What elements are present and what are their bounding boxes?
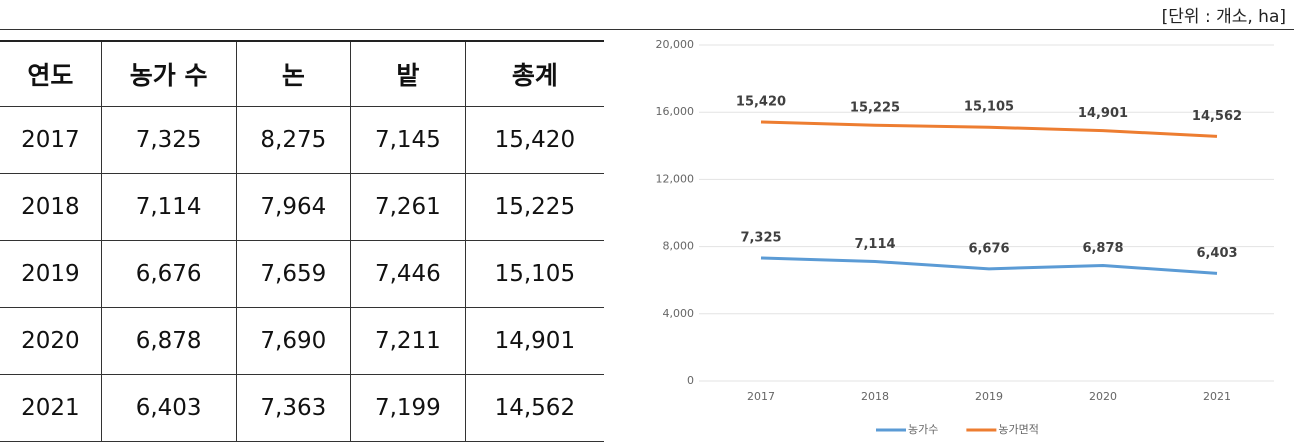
cell: 7,199: [350, 374, 466, 442]
table-body: 2017 7,325 8,275 7,145 15,420 2018 7,114 7,964 7…: [0, 106, 604, 442]
cell: 14,901: [464, 307, 604, 375]
cell: 7,659: [235, 240, 351, 308]
legend-label: 농가면적: [998, 423, 1038, 436]
x-tick-label: 2018: [861, 390, 889, 403]
data-label: 15,225: [850, 101, 900, 116]
data-label: 15,420: [736, 94, 786, 109]
data-label: 7,325: [740, 230, 781, 245]
y-tick-label: 20,000: [656, 38, 695, 51]
legend-label: 농가수: [908, 423, 938, 436]
cell: 8,275: [235, 106, 351, 174]
y-tick-label: 8,000: [663, 240, 695, 253]
x-tick-label: 2017: [747, 390, 775, 403]
cell: 2018: [0, 173, 102, 241]
cell: 7,964: [235, 173, 351, 241]
data-table: 연도 농가 수 논 밭 총계 2017 7,325 8,275 7,145 15,420 2018 7…: [0, 40, 604, 442]
cell: 7,446: [350, 240, 466, 308]
table-row: 2018 7,114 7,964 7,261 15,225: [0, 173, 604, 241]
data-label: 15,105: [964, 100, 1014, 115]
table-row: 2017 7,325 8,275 7,145 15,420: [0, 106, 604, 174]
data-label: 14,901: [1078, 106, 1128, 121]
series-line: [760, 120, 1218, 138]
cell: 14,562: [464, 374, 604, 442]
data-label: 7,114: [854, 237, 895, 252]
cell: 6,676: [100, 240, 237, 308]
cell: 2021: [0, 374, 102, 442]
data-label: 6,676: [968, 241, 1009, 256]
y-tick-label: 0: [687, 374, 694, 387]
rule: [0, 29, 1294, 30]
cell: 15,225: [464, 173, 604, 241]
unit-label: [단위 : 개소, ha]: [1161, 7, 1286, 27]
header-cell: 밭: [350, 40, 466, 107]
cell: 2020: [0, 307, 102, 375]
table-row: 2020 6,878 7,690 7,211 14,901: [0, 307, 604, 375]
series-line: [760, 256, 1218, 275]
y-tick-label: 4,000: [663, 307, 695, 320]
header-row: 연도 농가 수 논 밭 총계: [0, 40, 604, 107]
cell: 2017: [0, 106, 102, 174]
cell: 7,145: [350, 106, 466, 174]
cell: 7,261: [350, 173, 466, 241]
table-row: 2021 6,403 7,363 7,199 14,562: [0, 374, 604, 442]
cell: 15,420: [464, 106, 604, 174]
y-tick-label: 12,000: [656, 172, 695, 185]
header-cell: 총계: [464, 40, 604, 107]
cell: 7,114: [100, 173, 237, 241]
table-row: 2019 6,676 7,659 7,446 15,105: [0, 240, 604, 308]
x-tick-label: 2021: [1203, 390, 1231, 403]
cell: 7,363: [235, 374, 351, 442]
cell: 7,690: [235, 307, 351, 375]
cell: 7,211: [350, 307, 466, 375]
data-label: 6,878: [1082, 241, 1123, 256]
y-tick-label: 16,000: [656, 105, 695, 118]
cell: 6,403: [100, 374, 237, 442]
cell: 6,878: [100, 307, 237, 375]
x-tick-label: 2019: [975, 390, 1003, 403]
header-cell: 논: [235, 40, 351, 107]
cell: 2019: [0, 240, 102, 308]
cell: 7,325: [100, 106, 237, 174]
data-label: 6,403: [1196, 246, 1237, 261]
x-tick-label: 2020: [1089, 390, 1117, 403]
header-cell: 연도: [0, 40, 102, 107]
data-label: 14,562: [1192, 109, 1242, 124]
cell: 15,105: [464, 240, 604, 308]
chart: 0 4,000 8,000 12,000 16,000 20,000 2017 2018 201…: [656, 38, 1274, 436]
header-cell: 농가 수: [100, 40, 237, 107]
